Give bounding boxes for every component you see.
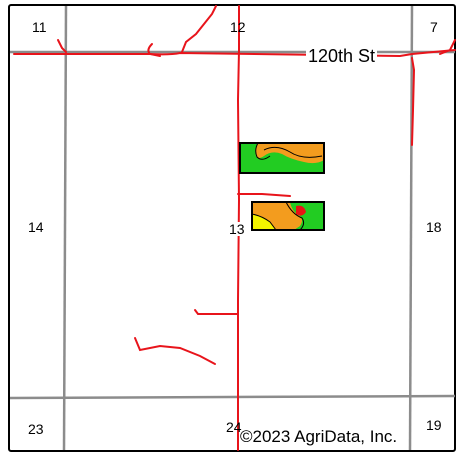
- field-lower-outline: [251, 201, 325, 231]
- road-hook: [147, 43, 161, 57]
- road-spur-1: [194, 309, 239, 315]
- field-lower-contour: [285, 201, 305, 231]
- section-label-7: 7: [430, 19, 438, 35]
- section-label-18: 18: [426, 219, 442, 235]
- field-lower: [251, 201, 325, 231]
- field-lower-red: [296, 205, 306, 216]
- section-lines: [9, 5, 456, 451]
- field-lower-yellow: [252, 214, 276, 230]
- section-line-east: [408, 5, 414, 451]
- section-label-23: 23: [28, 421, 44, 437]
- copyright-text: ©2023 AgriData, Inc.: [240, 427, 398, 446]
- section-line-west: [62, 5, 68, 451]
- roads: [13, 5, 456, 451]
- field-upper-outline: [239, 142, 325, 174]
- section-label-12: 12: [230, 19, 246, 35]
- section-line-south: [9, 394, 456, 400]
- road-field-drive: [237, 193, 291, 197]
- section-label-11: 11: [32, 19, 47, 35]
- road-east-stub: [439, 39, 456, 55]
- road-east-segment: [411, 57, 416, 146]
- field-lower-contour-2: [251, 213, 277, 231]
- section-label-24: 24: [226, 419, 242, 435]
- road-west-stub: [57, 39, 67, 53]
- road-north-south: [236, 5, 241, 451]
- road-north-branch: [181, 5, 217, 53]
- field-upper-contour: [263, 146, 323, 158]
- section-label-19: 19: [426, 417, 442, 433]
- road-spur-2: [134, 337, 216, 365]
- section-label-14: 14: [28, 219, 44, 235]
- road-label-120th-st: 120th St: [306, 46, 378, 66]
- field-upper: [239, 142, 325, 174]
- field-upper-contour-2: [255, 142, 271, 160]
- section-label-13: 13: [228, 221, 246, 237]
